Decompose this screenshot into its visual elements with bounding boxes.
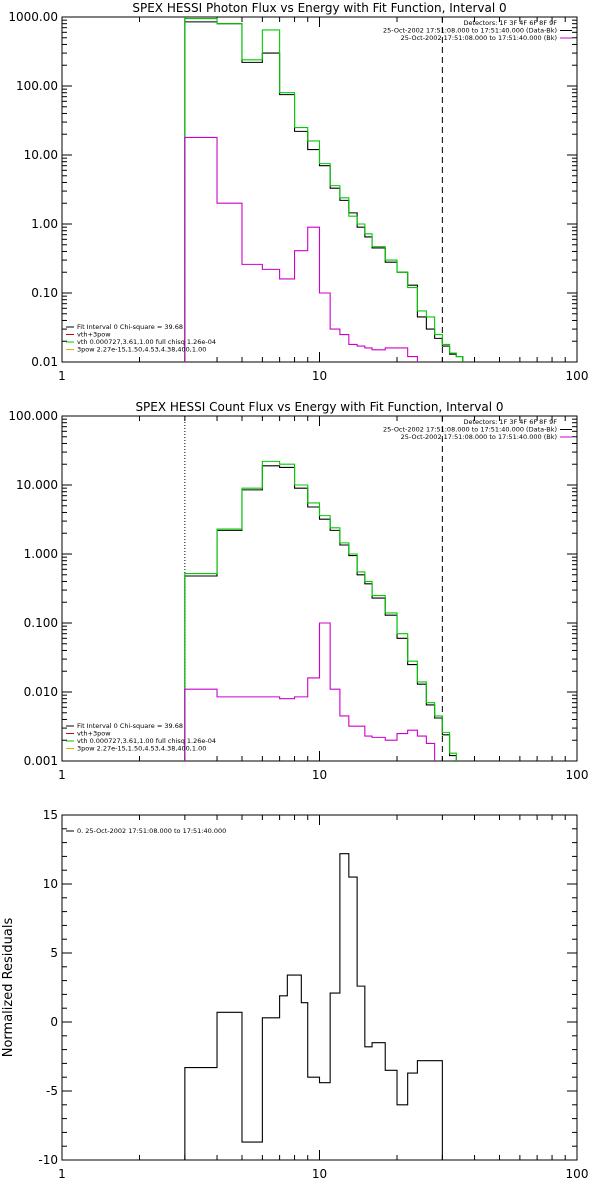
chart-panel-2: 1 10 100 -10 -5 0 5 10 15 Normalized Residuals 0. … <box>1 808 588 1181</box>
legend-entry: Fit Interval 0 Chi-square = 39.68 <box>77 722 183 730</box>
legend-entry: Fit Interval 0 Chi-square = 39.68 <box>77 323 183 331</box>
series-data <box>184 21 464 362</box>
series-total <box>184 460 457 761</box>
legend-entry: vth+3pow <box>77 730 111 738</box>
x-tick-label: 100 <box>566 1167 589 1181</box>
info-text: Detectors: 1F 3F 4F 6F 8F 9F <box>463 19 557 27</box>
chart-title: SPEX HESSI Photon Flux vs Energy with Fi… <box>132 1 506 15</box>
chart-title: SPEX HESSI Count Flux vs Energy with Fit… <box>135 400 503 414</box>
x-tick-label: 10 <box>312 369 327 383</box>
legend-entry: 0. 25-Oct-2002 17:51:08.000 to 17:51:40.… <box>77 827 226 835</box>
y-tick-label: 0.010 <box>24 685 58 699</box>
y-tick-label: 0.100 <box>24 616 58 630</box>
info-text: 25-Oct-2002 17:51:08.000 to 17:51:40.000… <box>383 27 557 35</box>
x-tick-label: 100 <box>566 369 589 383</box>
info-text: 25-Oct-2002 17:51:08.000 to 17:51:40.000… <box>401 433 557 441</box>
legend-entry: vth 0.000727,3.61,1.00 full chisq 1.26e-… <box>77 737 216 745</box>
y-tick-label: 0.10 <box>31 286 58 300</box>
series-vth-3pow <box>184 136 418 362</box>
y-tick-label: -10 <box>38 1153 58 1167</box>
x-tick-label: 100 <box>566 768 589 782</box>
series-0-25-oct-2002-17-51-08-000-to-17-51-40-000 <box>184 853 443 1160</box>
x-tick-label: 1 <box>58 369 66 383</box>
y-tick-label: 0 <box>50 1015 58 1029</box>
chart-panel-0: SPEX HESSI Photon Flux vs Energy with Fi… <box>8 1 588 383</box>
y-tick-label: 10.000 <box>16 478 58 492</box>
x-tick-label: 1 <box>58 768 66 782</box>
plot-frame <box>61 814 578 1161</box>
plot-frame <box>61 16 578 363</box>
y-tick-label: -5 <box>46 1084 58 1098</box>
y-tick-label: 5 <box>50 946 58 960</box>
y-tick-label: 1000.00 <box>8 10 58 24</box>
y-tick-label: 1.00 <box>31 217 58 231</box>
y-tick-label: 100.00 <box>16 79 58 93</box>
y-axis-label: Normalized Residuals <box>1 918 16 1058</box>
legend-entry: vth+3pow <box>77 331 111 339</box>
legend-entry: vth 0.000727,3.61,1.00 full chisq 1.26e-… <box>77 338 216 346</box>
x-tick-label: 10 <box>312 768 327 782</box>
info-text: 25-Oct-2002 17:51:08.000 to 17:51:40.000… <box>383 426 557 434</box>
y-tick-label: 100.000 <box>8 409 58 423</box>
legend-entry: 3pow 2.27e-15,1.50,4.53,4.38,400,1.00 <box>77 346 206 354</box>
y-tick-label: 10.00 <box>24 148 58 162</box>
legend-entry: 3pow 2.27e-15,1.50,4.53,4.38,400,1.00 <box>77 745 206 753</box>
series-total <box>184 17 464 362</box>
series-data <box>184 465 457 761</box>
info-text: 25-Oct-2002 17:51:08.000 to 17:51:40.000… <box>401 34 557 42</box>
plot-frame <box>61 415 578 762</box>
series-vth-3pow <box>184 622 436 761</box>
x-tick-label: 1 <box>58 1167 66 1181</box>
y-tick-label: 1.000 <box>24 547 58 561</box>
y-tick-label: 10 <box>43 877 58 891</box>
y-tick-label: 0.001 <box>24 754 58 768</box>
chart-panel-1: SPEX HESSI Count Flux vs Energy with Fit… <box>8 400 588 782</box>
x-tick-label: 10 <box>312 1167 327 1181</box>
y-tick-label: 15 <box>43 808 58 822</box>
info-text: Detectors: 1F 3F 4F 6F 8F 9F <box>463 418 557 426</box>
y-tick-label: 0.01 <box>31 355 58 369</box>
